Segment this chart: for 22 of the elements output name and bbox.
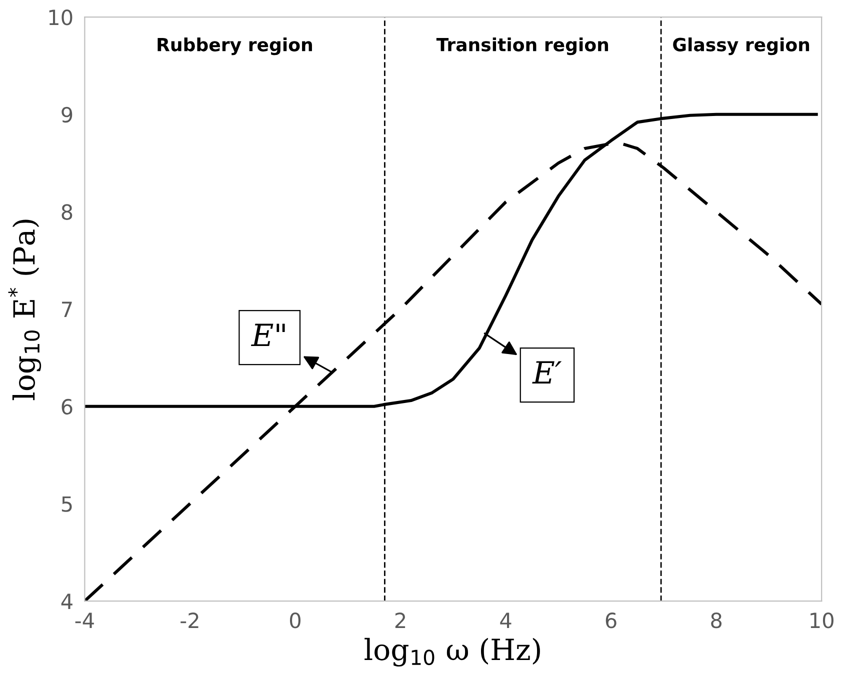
y-tick-label: 4 [61, 594, 72, 609]
annotation: E′ [532, 361, 562, 384]
x-tick-label: 10 [810, 612, 834, 628]
y-tick-label: 7 [62, 302, 72, 317]
annotation: Rubbery region [158, 37, 312, 56]
annotation: E" [250, 324, 285, 346]
y-tick-label: 9 [62, 106, 72, 123]
y-tick-label: 6 [62, 398, 72, 415]
x-tick-label: 6 [606, 612, 616, 628]
annotation: Transition region [436, 37, 608, 56]
x-tick-label: -2 [180, 612, 198, 628]
x-tick-label: -4 [75, 612, 94, 628]
x-tick-label: 2 [395, 612, 406, 628]
x-tick-label: 4 [500, 612, 512, 628]
y-axis-title: log$_{10}$ E$^{*}$ (Pa) [8, 220, 42, 400]
y-tick-label: 5 [62, 496, 72, 512]
y-tick-label: 10 [49, 10, 72, 26]
annotation: Glassy region [673, 37, 810, 56]
x-tick-label: 0 [290, 612, 300, 628]
x-tick-label: 8 [711, 612, 722, 628]
x-axis-title: log$_{10}$ ω (Hz) [364, 638, 540, 667]
y-tick-label: 8 [62, 204, 72, 220]
